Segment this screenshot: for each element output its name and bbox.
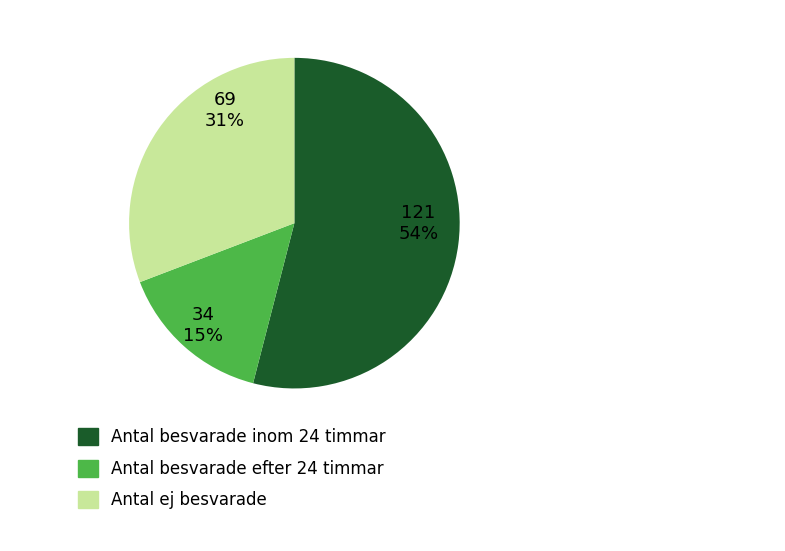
Legend: Antal besvarade inom 24 timmar, Antal besvarade efter 24 timmar, Antal ej besvar: Antal besvarade inom 24 timmar, Antal be… (71, 422, 392, 516)
Text: 34
15%: 34 15% (184, 306, 224, 345)
Text: 121
54%: 121 54% (398, 204, 438, 242)
Wedge shape (129, 58, 294, 282)
Text: 69
31%: 69 31% (205, 91, 245, 130)
Wedge shape (253, 58, 460, 388)
Wedge shape (140, 223, 294, 383)
